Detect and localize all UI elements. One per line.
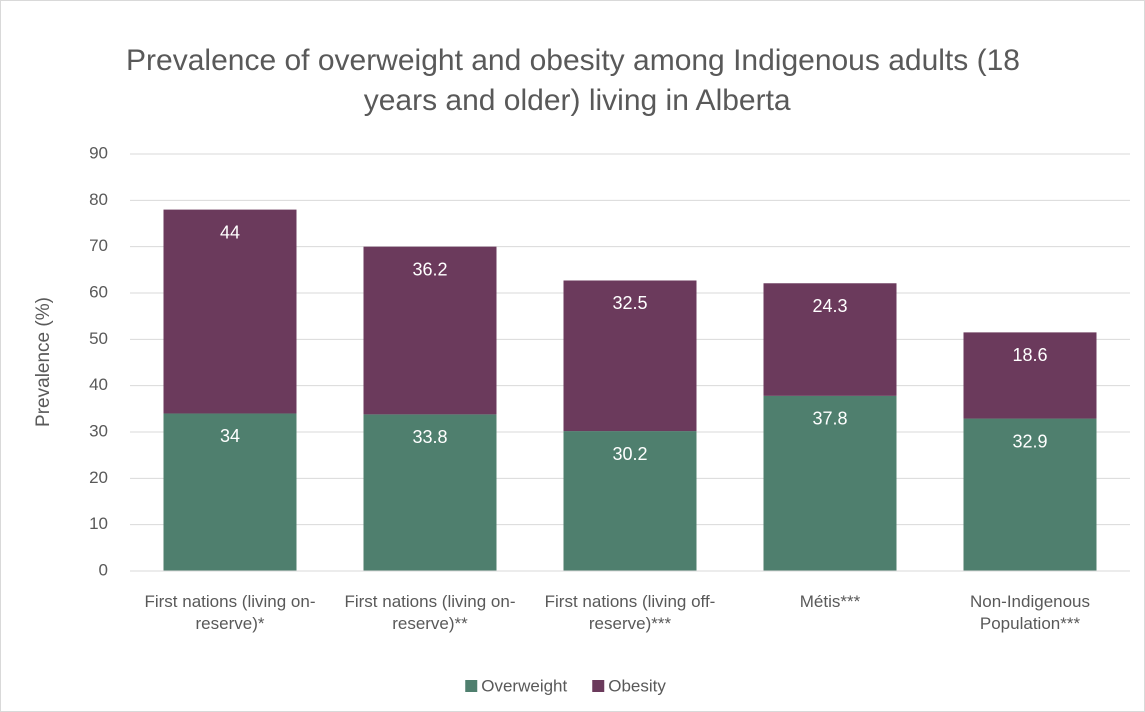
y-tick-label: 80	[89, 190, 108, 209]
data-label: 30.2	[612, 444, 647, 464]
data-label: 18.6	[1012, 345, 1047, 365]
legend-swatch	[592, 680, 605, 692]
bar-segment	[563, 280, 697, 432]
bar-segment	[763, 395, 897, 571]
legend-label: Overweight	[481, 676, 567, 695]
y-tick-label: 10	[89, 514, 108, 533]
data-label: 24.3	[812, 296, 847, 316]
y-tick-label: 20	[89, 468, 108, 487]
x-tick-label: Métis***	[799, 592, 861, 611]
bar-segment	[163, 413, 297, 571]
data-label: 44	[220, 222, 240, 242]
y-tick-label: 30	[89, 421, 108, 440]
bar-segment	[763, 283, 897, 396]
bar-segment	[563, 431, 697, 571]
chart-title: Prevalence of overweight and obesity amo…	[126, 44, 1020, 117]
x-tick-label: First nations (living on-reserve)*	[144, 592, 316, 633]
y-tick-label: 40	[89, 375, 108, 394]
data-label: 33.8	[412, 427, 447, 447]
legend-label: Obesity	[608, 676, 666, 695]
x-tick-label: First nations (living on-reserve)**	[344, 592, 516, 633]
y-axis-title: Prevalence (%)	[33, 297, 54, 427]
data-label: 32.5	[612, 293, 647, 313]
y-tick-label: 50	[89, 329, 108, 348]
data-label: 36.2	[412, 259, 447, 279]
y-tick-label: 90	[89, 143, 108, 162]
bar-segment	[363, 246, 497, 415]
y-tick-label: 70	[89, 236, 108, 255]
y-tick-label: 60	[89, 282, 108, 301]
data-label: 32.9	[1012, 431, 1047, 451]
bar-segment	[363, 414, 497, 571]
x-tick-label: First nations (living off-reserve)***	[544, 592, 716, 633]
bar-segment	[963, 418, 1097, 571]
legend-swatch	[465, 680, 478, 692]
x-tick-label: Non-Indigenous Population***	[969, 592, 1091, 633]
y-tick-label: 0	[99, 560, 108, 579]
data-label: 34	[220, 426, 240, 446]
bar-segment	[163, 209, 297, 414]
data-label: 37.8	[812, 409, 847, 429]
bar-segment	[963, 332, 1097, 419]
